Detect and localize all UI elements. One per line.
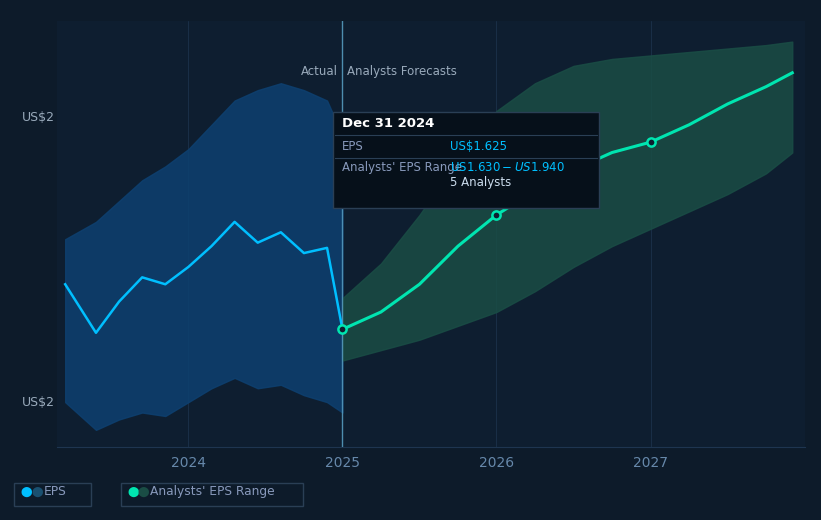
Point bbox=[644, 138, 657, 146]
Text: Actual: Actual bbox=[300, 66, 337, 79]
Point bbox=[336, 325, 349, 333]
Text: US$2: US$2 bbox=[21, 111, 54, 124]
Text: Analysts' EPS Range: Analysts' EPS Range bbox=[342, 161, 462, 175]
Text: Analysts' EPS Range: Analysts' EPS Range bbox=[150, 485, 275, 498]
Text: Dec 31 2024: Dec 31 2024 bbox=[342, 116, 435, 129]
Text: ⬤: ⬤ bbox=[21, 486, 32, 497]
Text: ⬤: ⬤ bbox=[31, 486, 43, 497]
Text: EPS: EPS bbox=[342, 139, 364, 153]
Text: EPS: EPS bbox=[44, 485, 67, 498]
Text: ⬤: ⬤ bbox=[127, 486, 139, 497]
Text: US$1.630 - US$1.940: US$1.630 - US$1.940 bbox=[450, 161, 565, 175]
Text: US$2: US$2 bbox=[21, 396, 54, 409]
Text: 5 Analysts: 5 Analysts bbox=[450, 176, 511, 189]
Text: Analysts Forecasts: Analysts Forecasts bbox=[347, 66, 457, 79]
Text: ⬤: ⬤ bbox=[138, 486, 149, 497]
Text: US$1.625: US$1.625 bbox=[450, 139, 507, 153]
Point bbox=[490, 211, 503, 219]
